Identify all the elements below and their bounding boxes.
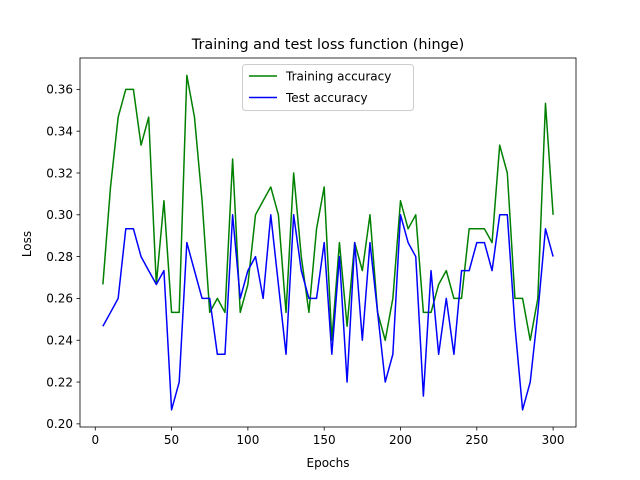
y-tick-label: 0.32 [46,166,73,180]
series-line-training [102,74,554,341]
x-axis-ticks: 0 50 100 150 200 250 300 [91,427,565,447]
y-tick-label: 0.30 [46,208,73,222]
y-tick-label: 0.26 [46,292,73,306]
chart-title: Training and test loss function (hinge) [191,37,464,53]
plot-area [79,57,577,428]
y-tick-label: 0.24 [46,334,73,348]
x-tick-label: 50 [164,433,179,447]
legend-label-test: Test accuracy [285,91,368,105]
legend-box [242,64,414,111]
series-line-test [102,214,554,411]
legend-label-training: Training accuracy [285,69,391,83]
plot-frame [79,57,577,428]
y-axis-ticks: 0.20 0.22 0.24 0.26 0.28 0.30 0.32 0.34 0.36 [46,83,80,431]
y-tick-label: 0.34 [46,124,73,138]
x-tick-label: 100 [236,433,259,447]
x-tick-label: 0 [91,433,99,447]
y-tick-label: 0.28 [46,250,73,264]
x-tick-label: 300 [542,433,565,447]
y-tick-label: 0.36 [46,83,73,97]
legend: Training accuracy Test accuracy [242,64,414,111]
x-tick-label: 200 [389,433,412,447]
x-axis-label: Epochs [307,456,350,470]
y-axis-label: Loss [20,231,34,257]
y-tick-label: 0.20 [46,417,73,431]
x-tick-label: 150 [313,433,336,447]
x-tick-label: 250 [465,433,488,447]
y-tick-label: 0.22 [46,375,73,389]
